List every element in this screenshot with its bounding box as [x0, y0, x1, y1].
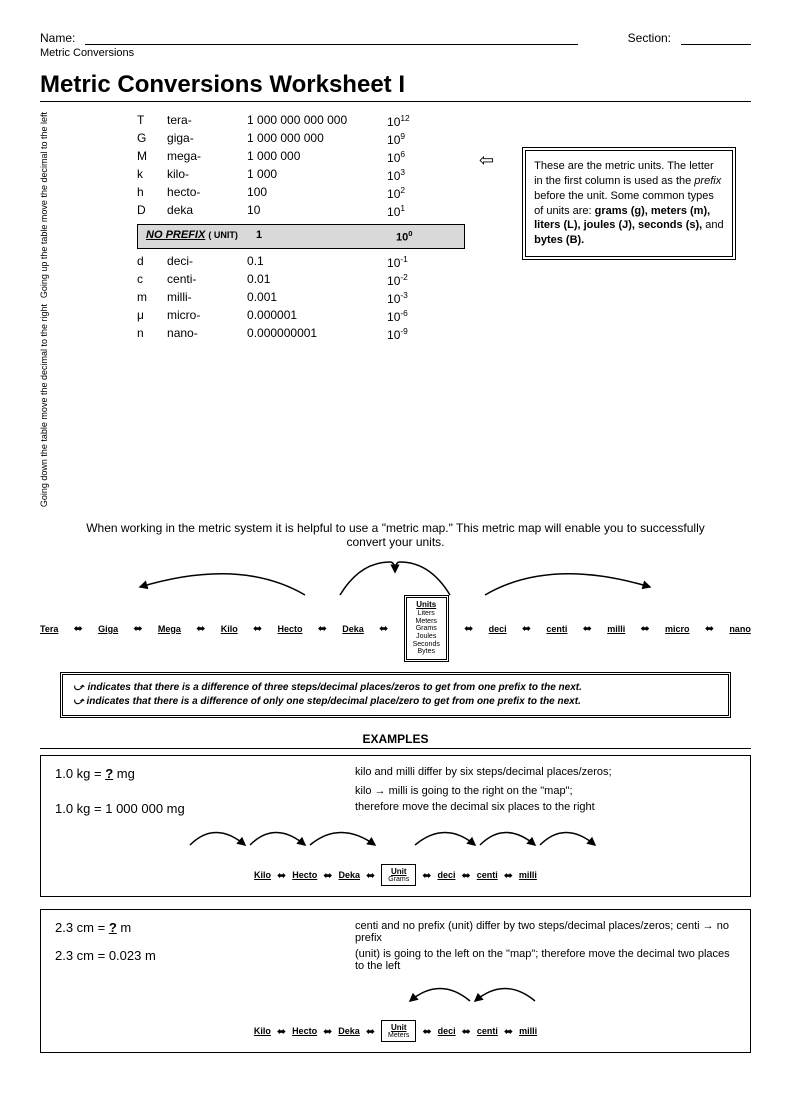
- vert-up-label: Going up the table move the decimal to t…: [40, 112, 129, 298]
- header-subtitle: Metric Conversions: [40, 47, 751, 59]
- page-title: Metric Conversions Worksheet I: [40, 71, 751, 102]
- header-row: Name: Section:: [40, 30, 751, 45]
- legend-box: ⤻ indicates that there is a difference o…: [60, 672, 731, 718]
- vert-down-label: Going down the table move the decimal to…: [40, 304, 129, 507]
- example-1: 1.0 kg = ? mg kilo and milli differ by s…: [40, 755, 751, 897]
- no-prefix-row: NO PREFIX ( UNIT) 1 100: [137, 224, 465, 249]
- metric-map: Tera⬌Giga⬌Mega⬌Kilo⬌Hecto⬌Deka⬌UnitsLite…: [40, 595, 751, 662]
- name-label: Name:: [40, 31, 75, 45]
- units-box: UnitsLitersMetersGramsJoulesSecondsBytes: [404, 595, 449, 662]
- prefix-table-top: Ttera-1 000 000 000 0001012Ggiga-1 000 0…: [137, 112, 465, 220]
- prefix-table-bot: ddeci-0.110-1ccenti-0.0110-2mmilli-0.001…: [137, 253, 465, 343]
- name-blank: [85, 30, 577, 45]
- section-blank: [681, 30, 751, 45]
- ex1-arrows: [55, 820, 736, 850]
- examples-title: EXAMPLES: [40, 732, 751, 749]
- prefix-section: Going up the table move the decimal to t…: [40, 112, 751, 507]
- intro-paragraph: When working in the metric system it is …: [80, 521, 711, 549]
- example-2: 2.3 cm = ? m centi and no prefix (unit) …: [40, 909, 751, 1053]
- info-box: These are the metric units. The letter i…: [522, 147, 736, 260]
- arrow-icon: ⇦: [479, 150, 494, 171]
- mini-map-2: Kilo⬌Hecto⬌Deka⬌UnitMeters⬌deci⬌centi⬌mi…: [55, 1020, 736, 1042]
- mini-map-1: Kilo⬌Hecto⬌Deka⬌UnitGrams⬌deci⬌centi⬌mil…: [55, 864, 736, 886]
- big-arrows: [40, 557, 751, 587]
- ex2-arrows: [55, 976, 736, 1006]
- section-label: Section:: [628, 31, 671, 45]
